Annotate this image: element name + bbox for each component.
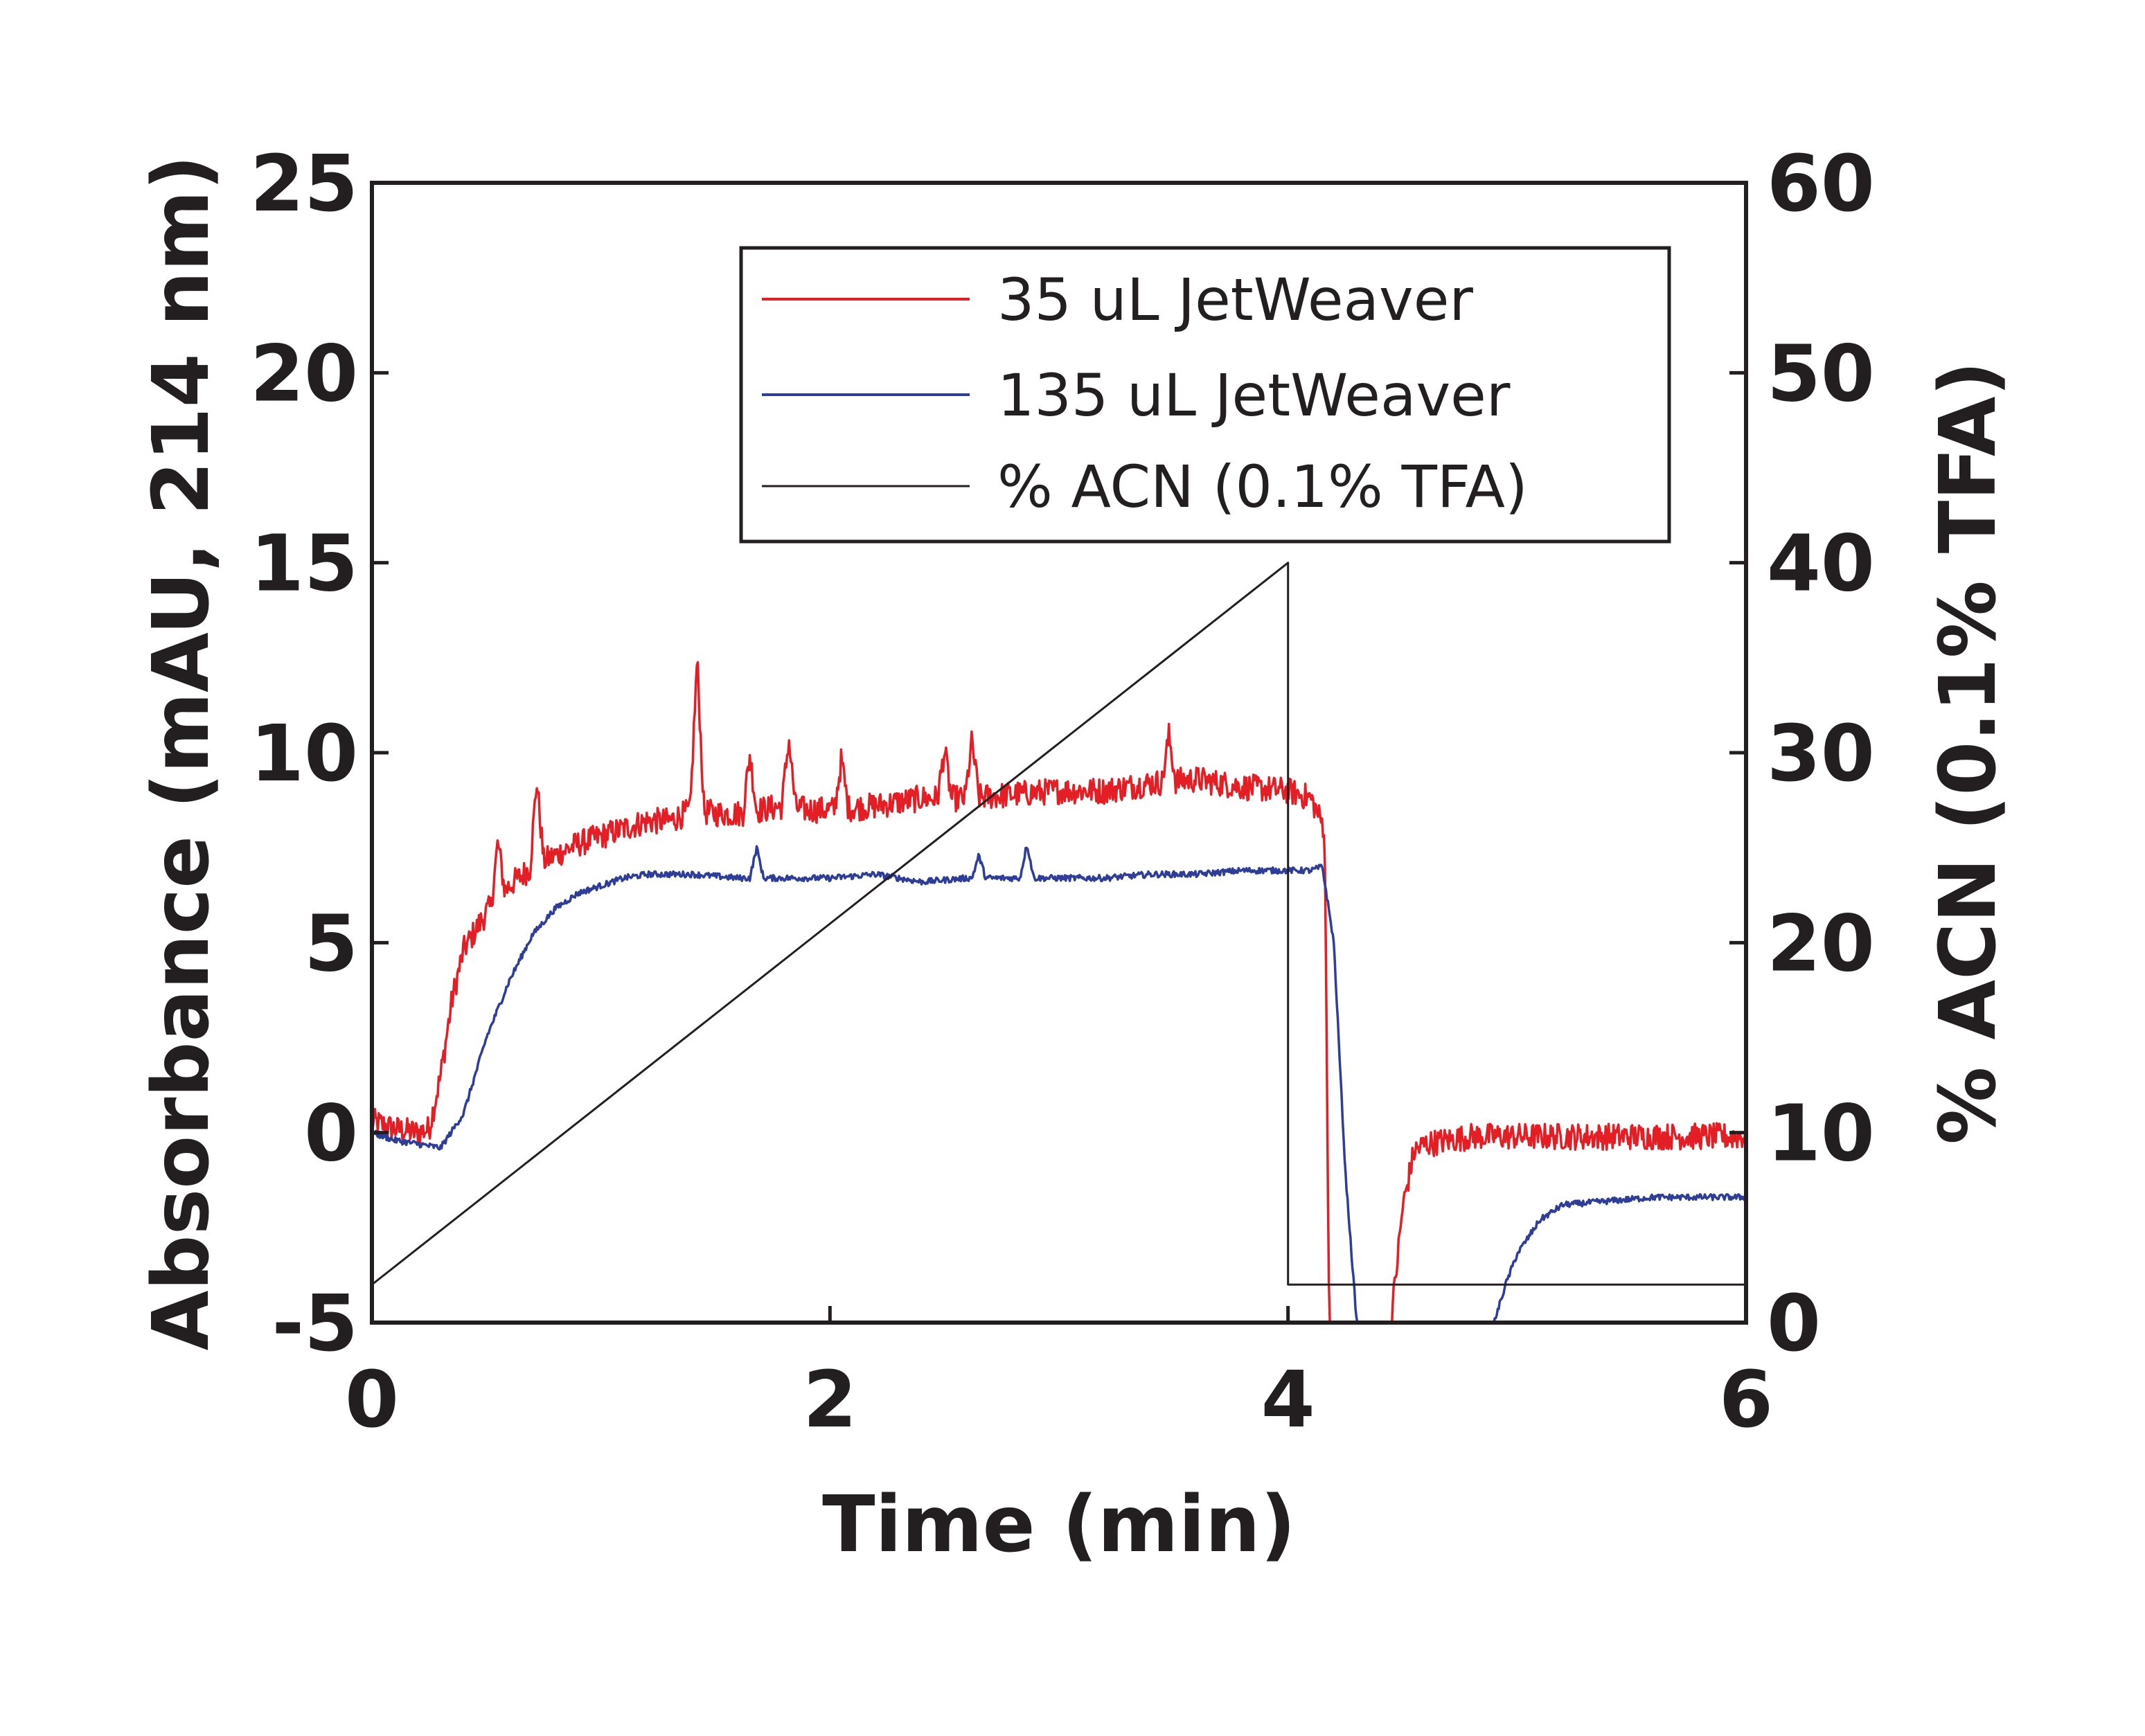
y2-tick-label: 50 [1767, 329, 1875, 419]
series-line-2 [372, 562, 1746, 1286]
legend-label-acn: % ACN (0.1% TFA) [997, 453, 1528, 521]
x-tick-label: 6 [1719, 1355, 1773, 1445]
x-tick-label: 0 [345, 1355, 399, 1445]
y-tick-label: 10 [250, 709, 358, 799]
y-tick-label: 20 [250, 329, 358, 419]
y2-tick-label: 0 [1767, 1279, 1821, 1369]
y-tick-label: 15 [250, 519, 358, 609]
legend-label-135ul: 135 uL JetWeaver [997, 361, 1511, 429]
y2-tick-label: 10 [1767, 1089, 1875, 1179]
y2-tick-label: 20 [1767, 899, 1875, 989]
y-tick-label: 0 [304, 1089, 358, 1179]
y-tick-label: -5 [272, 1279, 358, 1369]
y2-tick-label: 60 [1767, 139, 1875, 229]
y-tick-label: 5 [304, 899, 358, 989]
y2-tick-label: 40 [1767, 519, 1875, 609]
legend: 35 uL JetWeaver 135 uL JetWeaver % ACN (… [739, 246, 1671, 544]
y-axis-title: Absorbance (mAU, 214 nm) [136, 155, 226, 1351]
x-axis-title: Time (min) [822, 1480, 1296, 1570]
series-layer [372, 562, 1746, 1323]
series-line-0 [372, 661, 1746, 1323]
y2-tick-label: 30 [1767, 709, 1875, 799]
legend-label-35ul: 35 uL JetWeaver [997, 266, 1473, 334]
x-tick-label: 2 [803, 1355, 857, 1445]
y2-axis-title: % ACN (0.1% TFA) [1923, 361, 2013, 1145]
y-tick-label: 25 [250, 139, 358, 229]
x-tick-label: 4 [1261, 1355, 1315, 1445]
series-line-1 [372, 845, 1746, 1323]
